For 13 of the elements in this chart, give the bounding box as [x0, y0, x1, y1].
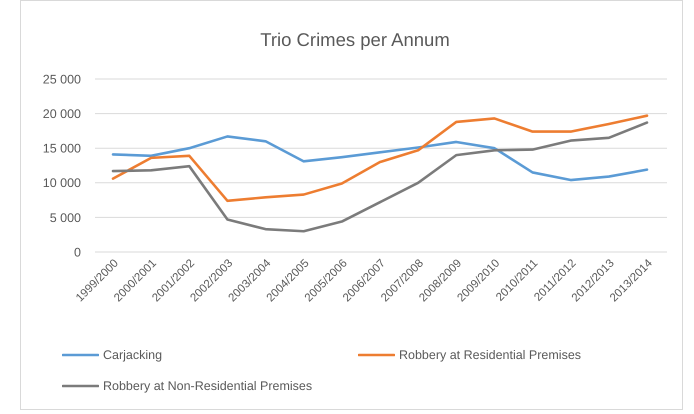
legend-label: Robbery at Residential Premises	[399, 348, 582, 362]
line-series	[112, 121, 648, 233]
y-tick-label: 0	[74, 245, 82, 260]
line-series	[112, 114, 648, 202]
y-tick-label: 25 000	[42, 72, 82, 86]
legend-label: Carjacking	[103, 348, 162, 362]
y-tick-label: 5 000	[50, 210, 82, 225]
line-series	[112, 135, 648, 182]
y-tick-label: 20 000	[42, 107, 82, 122]
y-tick-label: 10 000	[42, 176, 82, 190]
legend-label: Robbery at Non-Residential Premises	[103, 379, 312, 393]
chart-title: Trio Crimes per Annum	[259, 29, 451, 51]
y-tick-label: 15 000	[42, 142, 82, 156]
